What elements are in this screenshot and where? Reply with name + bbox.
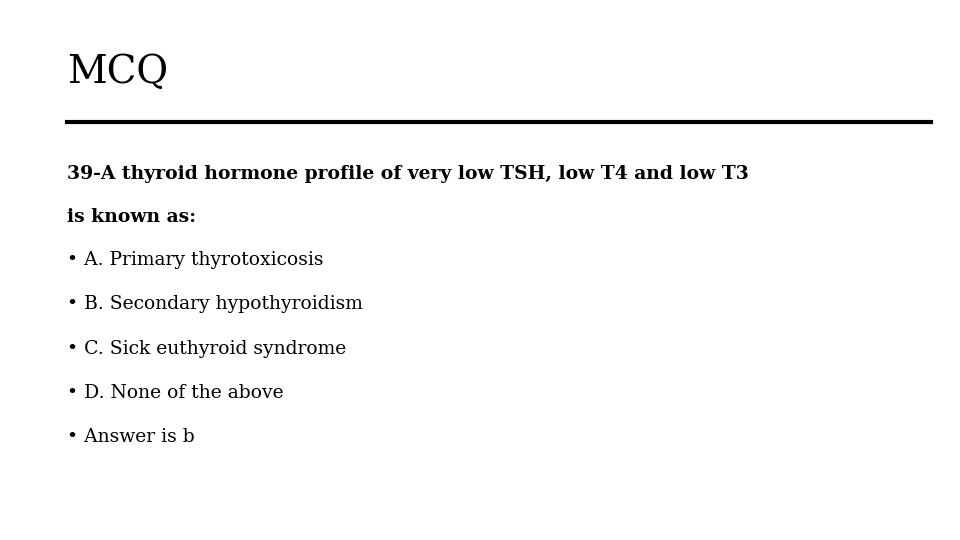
Text: MCQ: MCQ: [67, 54, 168, 91]
Text: • Answer is b: • Answer is b: [67, 428, 195, 446]
Text: is known as:: is known as:: [67, 208, 197, 226]
Text: • B. Secondary hypothyroidism: • B. Secondary hypothyroidism: [67, 295, 363, 313]
Text: • D. None of the above: • D. None of the above: [67, 384, 284, 402]
Text: 39-A thyroid hormone profile of very low TSH, low T4 and low T3: 39-A thyroid hormone profile of very low…: [67, 165, 749, 183]
Text: • C. Sick euthyroid syndrome: • C. Sick euthyroid syndrome: [67, 340, 347, 357]
Text: • A. Primary thyrotoxicosis: • A. Primary thyrotoxicosis: [67, 251, 324, 269]
